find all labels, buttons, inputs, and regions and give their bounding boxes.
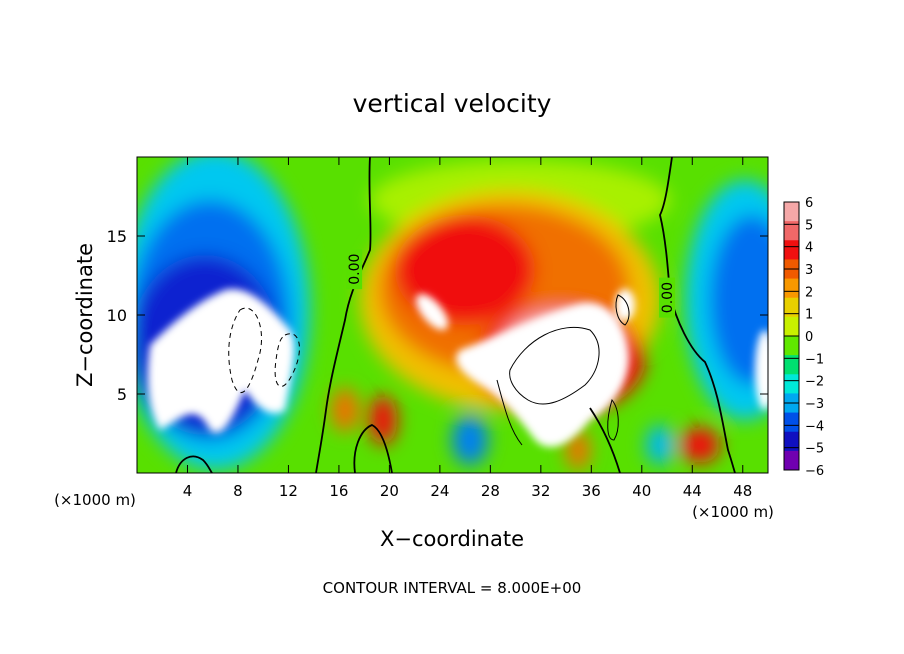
colorbar-swatch bbox=[784, 240, 799, 260]
colorbar-tick-label: 2 bbox=[805, 285, 813, 300]
colorbar-tick-label: 1 bbox=[805, 308, 813, 323]
colorbar-swatch bbox=[784, 450, 799, 471]
x-tick-label: 44 bbox=[683, 482, 702, 500]
contour-label: 0.00 bbox=[347, 254, 363, 285]
contour-label-bg bbox=[659, 277, 676, 318]
colorbar-swatch bbox=[784, 355, 799, 375]
colorbar-tick-label: 0 bbox=[805, 330, 813, 345]
colorbar-tick-label: 4 bbox=[805, 241, 813, 256]
colorbar-swatch bbox=[784, 278, 799, 299]
colorbar-swatch bbox=[784, 297, 799, 318]
colorbar-tick-label: −4 bbox=[805, 419, 824, 434]
x-tick-label: 4 bbox=[183, 482, 193, 500]
colorbar-swatch bbox=[784, 431, 799, 452]
x-axis: 4 8 12 16 20 24 28 32 36 40 44 48 bbox=[183, 157, 752, 500]
colorbar-swatch bbox=[784, 316, 799, 337]
colorbar-tick-label: 3 bbox=[805, 263, 813, 278]
colorbar-swatch bbox=[784, 374, 799, 394]
colorbar-tick-label: −5 bbox=[805, 442, 824, 457]
x-tick-label: 8 bbox=[233, 482, 243, 500]
contour-labels: 0.00 0.00 bbox=[346, 249, 676, 318]
velocity-field bbox=[137, 157, 768, 473]
colorbar-tick-label: 5 bbox=[805, 218, 813, 233]
x-axis-label: X−coordinate bbox=[380, 527, 524, 551]
colorbar-swatch bbox=[784, 202, 799, 222]
x-tick-label: 16 bbox=[329, 482, 348, 500]
x-unit-label-left: (×1000 m) bbox=[54, 491, 136, 509]
x-tick-label: 12 bbox=[279, 482, 298, 500]
colorbar-swatch bbox=[784, 412, 799, 433]
colorbar-swatch bbox=[784, 221, 799, 241]
chart-title: vertical velocity bbox=[353, 89, 552, 118]
x-tick-label: 28 bbox=[481, 482, 500, 500]
y-tick-label: 15 bbox=[107, 227, 127, 246]
x-unit-label-right: (×1000 m) bbox=[692, 503, 774, 521]
x-tick-label: 40 bbox=[632, 482, 651, 500]
x-tick-label: 32 bbox=[531, 482, 550, 500]
x-tick-label: 24 bbox=[430, 482, 449, 500]
colorbar-tick-label: −6 bbox=[805, 464, 824, 479]
colorbar-tick-label: −2 bbox=[805, 375, 824, 390]
colorbar-tick-label: −1 bbox=[805, 352, 824, 367]
colorbar-swatch bbox=[784, 336, 799, 356]
x-tick-label: 36 bbox=[582, 482, 601, 500]
x-tick-label: 20 bbox=[380, 482, 399, 500]
contour-label-bg bbox=[346, 249, 363, 290]
contour-interval-note: CONTOUR INTERVAL = 8.000E+00 bbox=[323, 579, 582, 597]
y-tick-label: 5 bbox=[117, 385, 127, 404]
colorbar: 6 5 4 3 2 1 0 −1 −2 −3 −4 −5 −6 bbox=[783, 196, 824, 479]
colorbar-tick-label: −3 bbox=[805, 397, 824, 412]
x-tick-label: 48 bbox=[733, 482, 752, 500]
contour-label: 0.00 bbox=[660, 282, 676, 313]
y-axis: 5 10 15 bbox=[107, 227, 768, 404]
y-axis-label: Z−coordinate bbox=[73, 243, 97, 387]
y-tick-label: 10 bbox=[107, 306, 127, 325]
colorbar-tick-label: 6 bbox=[805, 196, 813, 211]
